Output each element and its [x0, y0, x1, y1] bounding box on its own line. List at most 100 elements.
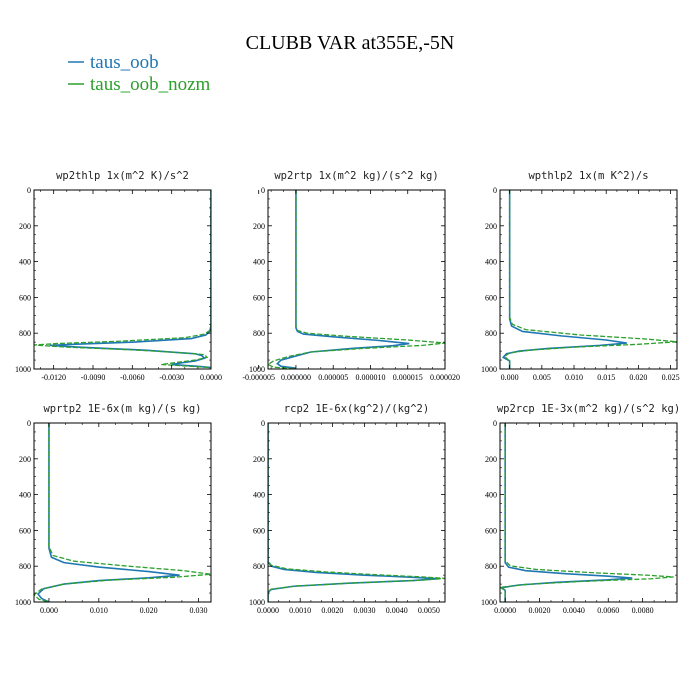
y-tick-label: 200 — [253, 222, 265, 231]
x-tick-label: 0.000010 — [355, 373, 385, 382]
x-tick-label: 0.0010 — [289, 606, 311, 615]
y-tick-label: 200 — [19, 222, 31, 231]
x-tick-label: 0.0040 — [563, 606, 585, 615]
series-line-taus-oob — [276, 190, 410, 369]
y-tick-label: 800 — [485, 329, 497, 338]
series-line-taus-oob-nozm — [268, 190, 445, 369]
x-tick-label: 0.0080 — [632, 606, 654, 615]
x-tick-label: 0.0050 — [418, 606, 440, 615]
y-tick-label: 1000 — [481, 365, 497, 374]
legend-label-taus-oob: taus_oob — [90, 52, 159, 73]
x-tick-label: 0.000005 — [318, 373, 348, 382]
x-tick-label: 0.0000 — [494, 606, 516, 615]
x-tick-label: 0.010 — [90, 606, 108, 615]
panel-5: rcp2 1E-6x(kg^2)/(kg^2) 0 200 400 600 800 1000… — [249, 403, 446, 615]
y-tick-label: 1000 — [249, 598, 265, 607]
x-tick-label: 0.000 — [501, 373, 519, 382]
y-tick-label: 0 — [493, 186, 497, 195]
series-lines — [34, 423, 211, 602]
series-line-taus-oob-nozm — [500, 423, 674, 602]
y-tick-label: 0 — [261, 419, 265, 428]
y-tick-label: 800 — [253, 562, 265, 571]
y-tick-label: 0 — [27, 186, 31, 195]
x-tick-label: -0.0120 — [41, 373, 66, 382]
y-tick-label: 800 — [19, 562, 31, 571]
y-tick-label: 600 — [253, 293, 265, 302]
panels: wp2thlp 1x(m^2 K)/s^202004006008001000-0… — [15, 170, 680, 615]
legend-label-taus-oob-nozm: taus_oob_nozm — [90, 74, 211, 95]
panel-title: rcp2 1E-6x(kg^2)/(kg^2) — [284, 403, 429, 415]
x-tick-label: 0.020 — [140, 606, 158, 615]
y-tick-label: 1000 — [15, 365, 31, 374]
series-line-taus-oob — [268, 423, 439, 602]
y-tick-label: 400 — [485, 491, 497, 500]
y-tick-label: 600 — [19, 526, 31, 535]
figure-title: CLUBB VAR at355E,-5N — [246, 32, 455, 54]
panel-title: wp2rcp 1E-3x(m^2 kg)/(s^2 kg) — [497, 403, 680, 415]
x-tick-label: 0.005 — [533, 373, 551, 382]
y-tick-label: 600 — [485, 293, 497, 302]
series-line-taus-oob-nozm — [34, 423, 211, 602]
x-tick-label: 0.0000 — [257, 606, 279, 615]
y-tick-label: 600 — [253, 526, 265, 535]
panel-2: wp2rtp 1x(m^2 kg)/(s^2 kg) 0 200 400 600 800 1… — [242, 170, 460, 382]
x-tick-label: 0.000015 — [393, 373, 423, 382]
y-tick-label: 0 — [493, 419, 497, 428]
y-tick-label: 1000 — [249, 365, 265, 374]
x-tick-label: 0.000020 — [430, 373, 460, 382]
series-lines — [34, 190, 211, 369]
x-tick-label: 0.0060 — [597, 606, 619, 615]
x-tick-label: 0.0000 — [200, 373, 222, 382]
x-tick-label: 0.0040 — [386, 606, 408, 615]
y-tick-label: 400 — [253, 258, 265, 267]
x-tick-label: 0.025 — [662, 373, 680, 382]
panel-4: wprtp2 1E-6x(m kg)/(s kg) 0 200 400 600 800 10… — [15, 403, 212, 615]
x-tick-label: 0.0020 — [321, 606, 343, 615]
y-tick-label: 200 — [485, 222, 497, 231]
panel-title: wp2thlp 1x(m^2 K)/s^2 — [56, 170, 189, 182]
series-lines — [268, 423, 445, 602]
legend: taus_oob taus_oob_nozm — [68, 52, 211, 95]
y-tick-label: 400 — [19, 258, 31, 267]
y-tick-label: 0 — [261, 186, 265, 195]
x-tick-label: 0.030 — [190, 606, 208, 615]
x-tick-label: 0.000000 — [281, 373, 311, 382]
panel-1: wp2thlp 1x(m^2 K)/s^2 0 200 400 600 800 1000 -0… — [15, 170, 222, 382]
y-tick-label: 400 — [253, 491, 265, 500]
panel-3: wpthlp2 1x(m K^2)/s 0 200 400 600 800 1000 0.00… — [481, 170, 680, 382]
y-tick-label: 800 — [19, 329, 31, 338]
x-tick-label: 0.0020 — [529, 606, 551, 615]
y-tick-label: 800 — [253, 329, 265, 338]
y-tick-label: 600 — [485, 526, 497, 535]
y-tick-label: 200 — [485, 455, 497, 464]
y-tick-label: 600 — [19, 293, 31, 302]
series-line-taus-oob-nozm — [268, 423, 445, 602]
x-tick-label: 0.015 — [597, 373, 615, 382]
series-lines — [501, 190, 677, 369]
series-line-taus-oob-nozm — [503, 190, 677, 369]
y-tick-label: 0 — [27, 419, 31, 428]
panel-title: wprtp2 1E-6x(m kg)/(s kg) — [43, 403, 201, 415]
x-tick-label: 0.0030 — [354, 606, 376, 615]
y-tick-label: 400 — [485, 258, 497, 267]
panel-6: wp2rcp 1E-3x(m^2 kg)/(s^2 kg)0 200 400 600 8… — [481, 403, 680, 615]
series-line-taus-oob — [36, 423, 180, 602]
y-tick-label: 400 — [19, 491, 31, 500]
panel-title: wpthlp2 1x(m K^2)/s — [528, 170, 648, 182]
y-tick-label: 1000 — [481, 598, 497, 607]
x-tick-label: 0.000 — [40, 606, 58, 615]
y-tick-label: 1000 — [15, 598, 31, 607]
y-tick-label: 800 — [485, 562, 497, 571]
x-tick-label: 0.010 — [565, 373, 583, 382]
series-line-taus-oob — [501, 190, 627, 369]
panel-title: wp2rtp 1x(m^2 kg)/(s^2 kg) — [274, 170, 438, 182]
y-tick-label: 200 — [253, 455, 265, 464]
x-tick-label: 0.020 — [629, 373, 647, 382]
x-tick-label: -0.000005 — [242, 373, 275, 382]
x-tick-label: -0.0030 — [159, 373, 184, 382]
x-tick-label: -0.0090 — [81, 373, 106, 382]
y-tick-label: 200 — [19, 455, 31, 464]
x-tick-label: -0.0060 — [120, 373, 145, 382]
